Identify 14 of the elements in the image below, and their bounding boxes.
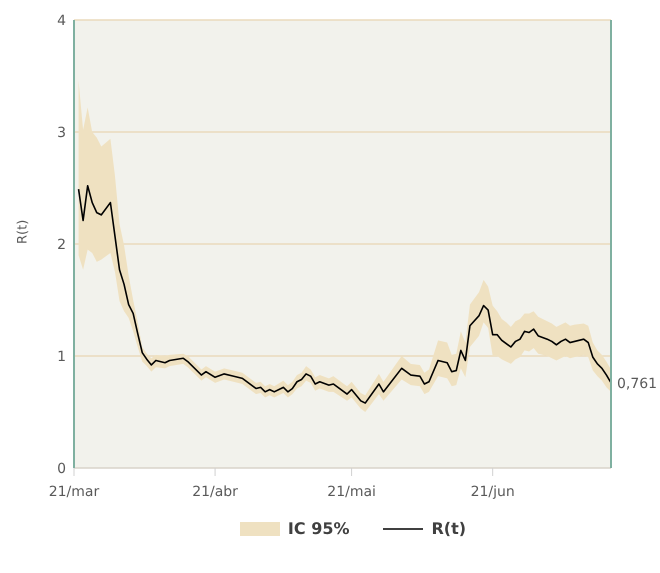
y-tick-label: 1 xyxy=(57,348,66,365)
y-tick-label: 3 xyxy=(57,124,66,141)
x-tick-label: 21/mar xyxy=(48,484,100,500)
data-label: 0,761 xyxy=(617,376,658,392)
y-tick-label: 4 xyxy=(57,12,66,29)
legend-label: R(t) xyxy=(431,519,466,538)
y-tick-label: 2 xyxy=(57,236,66,253)
text: IC 95% xyxy=(288,519,350,538)
x-tick-label: 21/mai xyxy=(327,484,376,500)
x-tick-label: 21/jun xyxy=(470,484,515,500)
x-tick-label: 21/abr xyxy=(192,484,238,500)
line-series xyxy=(78,184,611,404)
y-tick-label: 0 xyxy=(57,460,66,477)
y-axis-title: R(t) xyxy=(16,220,31,244)
